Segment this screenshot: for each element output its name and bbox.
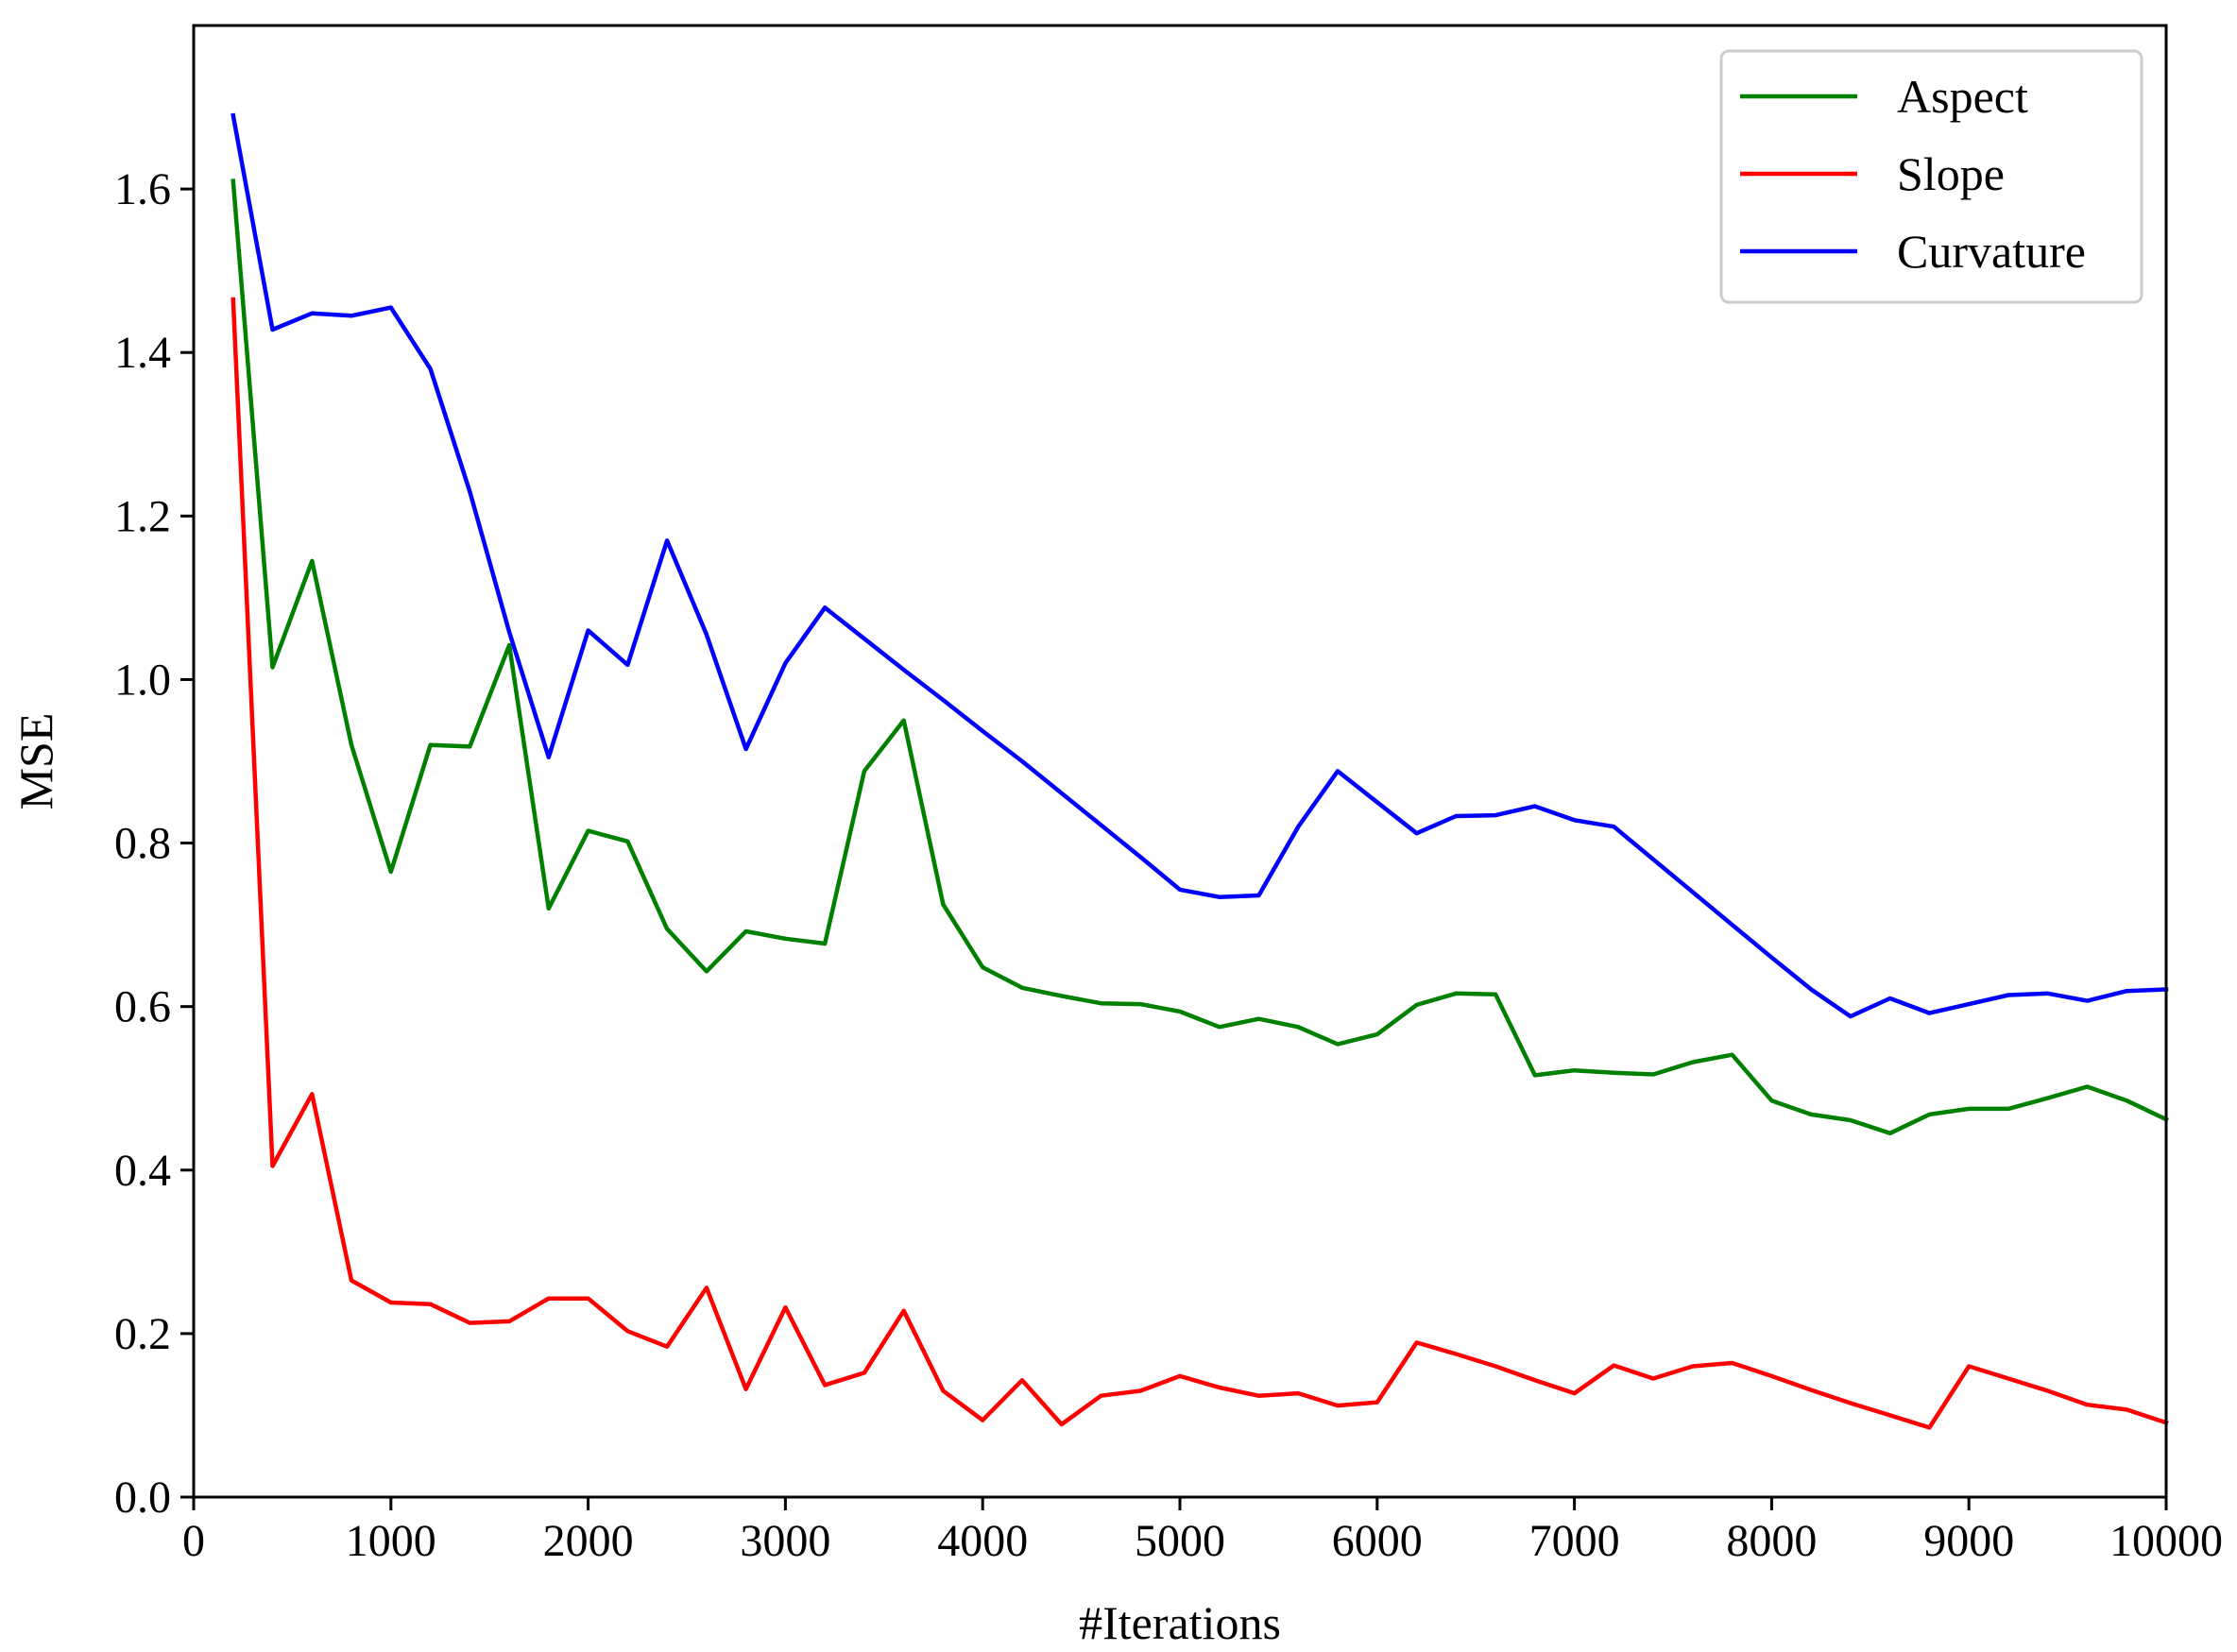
x-tick-label: 7000 — [1529, 1516, 1620, 1566]
y-axis-title: MSE — [9, 713, 62, 810]
legend-label-aspect: Aspect — [1897, 70, 2028, 123]
y-tick-label: 1.6 — [114, 164, 171, 214]
x-axis-title: #Iterations — [1079, 1596, 1281, 1649]
x-axis-ticks: 0 1000 2000 3000 4000 5000 6000 7000 8000 9000 100… — [182, 1497, 2223, 1566]
y-tick-label: 0.4 — [114, 1146, 171, 1196]
y-axis-ticks: 0.0 0.2 0.4 0.6 0.8 1.0 1.2 1.4 1.6 — [114, 164, 194, 1523]
x-tick-label: 5000 — [1135, 1516, 1225, 1566]
x-tick-label: 1000 — [346, 1516, 436, 1566]
x-tick-label: 0 — [182, 1516, 205, 1566]
y-tick-label: 0.6 — [114, 982, 171, 1032]
series-line-curvature — [231, 112, 2169, 1019]
x-tick-label: 8000 — [1726, 1516, 1817, 1566]
legend-label-curvature: Curvature — [1897, 225, 2086, 278]
series-line-aspect — [231, 179, 2169, 1136]
x-tick-label: 2000 — [543, 1516, 634, 1566]
y-tick-label: 1.2 — [114, 491, 171, 541]
x-tick-label: 3000 — [740, 1516, 830, 1566]
y-tick-label: 0.0 — [114, 1473, 171, 1523]
y-tick-label: 1.4 — [114, 328, 171, 378]
x-tick-label: 6000 — [1332, 1516, 1423, 1566]
x-tick-label: 9000 — [1923, 1516, 2014, 1566]
y-tick-label: 0.2 — [114, 1309, 171, 1359]
x-tick-label: 4000 — [937, 1516, 1028, 1566]
plot-lines — [231, 112, 2169, 1430]
x-tick-label: 10000 — [2109, 1516, 2223, 1566]
y-tick-label: 1.0 — [114, 655, 171, 705]
legend: Aspect Slope Curvature — [1719, 49, 2143, 304]
series-line-slope — [231, 297, 2169, 1430]
legend-label-slope: Slope — [1897, 147, 2005, 200]
y-tick-label: 0.8 — [114, 819, 171, 869]
legend-box — [1719, 49, 2143, 304]
